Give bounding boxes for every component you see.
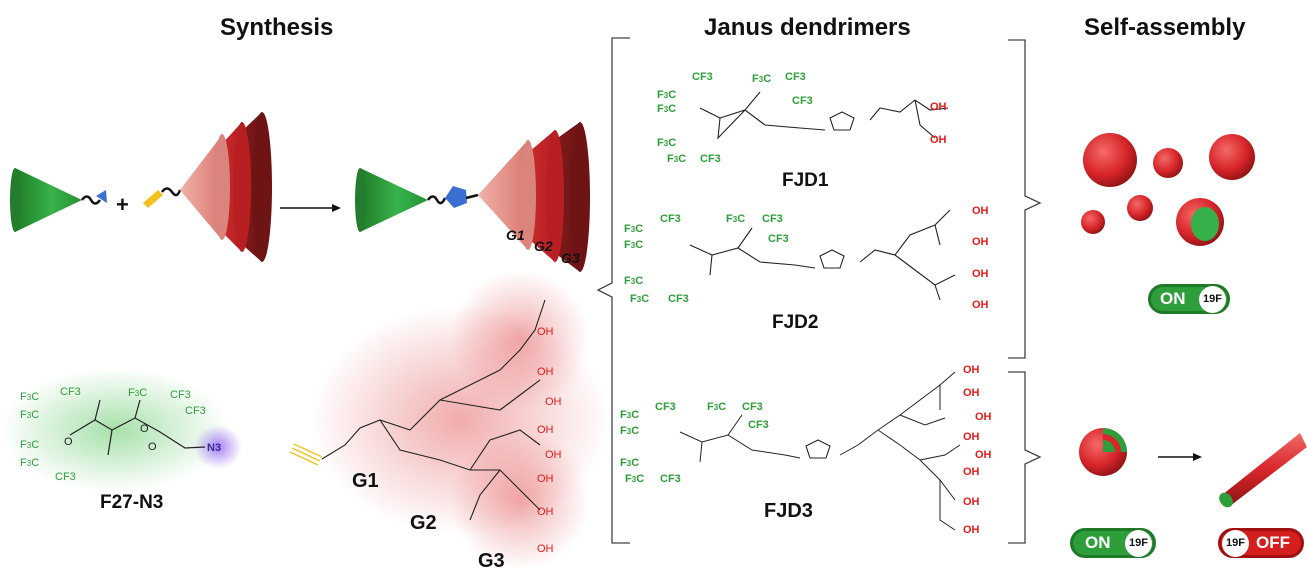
- svg-text:OH: OH: [963, 387, 980, 399]
- svg-text:O: O: [148, 441, 157, 453]
- svg-text:CF3: CF3: [170, 389, 191, 401]
- svg-text:CF3: CF3: [660, 473, 681, 485]
- toggle-on-19f-top: ON 19F: [1148, 284, 1230, 314]
- f27-n3-molecule: F3C CF3 F3C F3C CF3 CF3 F3C F3C CF3 O O …: [0, 368, 242, 492]
- svg-text:F3C: F3C: [20, 409, 39, 421]
- svg-text:OH: OH: [972, 205, 989, 217]
- label-fjd3: FJD3: [764, 500, 813, 522]
- label-fjd2: FJD2: [772, 312, 818, 333]
- vesicle-spheres: [1081, 133, 1255, 246]
- svg-text:F3C: F3C: [20, 439, 39, 451]
- fjd2-structure: F3C CF3 F3C F3C CF3 CF3 F3C F3C CF3 OH O…: [624, 205, 989, 311]
- tube-assembly: [1219, 433, 1307, 508]
- svg-text:CF3: CF3: [762, 213, 783, 225]
- svg-text:OH: OH: [963, 364, 980, 376]
- svg-text:OH: OH: [972, 236, 989, 248]
- svg-text:OH: OH: [537, 424, 554, 436]
- label-f27-n3: F27-N3: [100, 492, 163, 513]
- svg-text:OH: OH: [963, 431, 980, 443]
- svg-text:OH: OH: [537, 366, 554, 378]
- svg-text:CF3: CF3: [792, 95, 813, 107]
- svg-text:OH: OH: [975, 411, 992, 423]
- svg-text:F3C: F3C: [620, 409, 639, 421]
- svg-text:F3C: F3C: [624, 239, 643, 251]
- svg-text:OH: OH: [963, 466, 980, 478]
- cone-label-g3: G3: [561, 250, 580, 266]
- onion-vesicle: [1079, 428, 1127, 476]
- svg-text:OH: OH: [975, 449, 992, 461]
- left-brace: [596, 37, 630, 544]
- svg-text:F3C: F3C: [620, 425, 639, 437]
- svg-text:CF3: CF3: [692, 71, 713, 83]
- janus-cone-reactants: +: [10, 112, 272, 262]
- svg-text:N3: N3: [207, 442, 221, 454]
- svg-text:OH: OH: [537, 326, 554, 338]
- svg-text:CF3: CF3: [60, 386, 81, 398]
- svg-text:OH: OH: [537, 543, 554, 555]
- svg-text:OH: OH: [963, 524, 980, 536]
- svg-text:F3C: F3C: [657, 103, 676, 115]
- janus-cone-product: [355, 122, 590, 272]
- label-g2: G2: [410, 512, 437, 534]
- header-self-assembly: Self-assembly: [1084, 14, 1246, 41]
- svg-text:F3C: F3C: [707, 401, 726, 413]
- cone-label-g2: G2: [534, 238, 553, 254]
- svg-text:F3C: F3C: [657, 89, 676, 101]
- svg-text:OH: OH: [972, 268, 989, 280]
- svg-text:F3C: F3C: [20, 457, 39, 469]
- label-g3: G3: [478, 550, 505, 572]
- svg-text:OH: OH: [545, 449, 562, 461]
- toggle-off-19f: 19F OFF: [1218, 528, 1304, 558]
- svg-text:CF3: CF3: [768, 233, 789, 245]
- svg-text:O: O: [140, 423, 149, 435]
- svg-text:OH: OH: [972, 299, 989, 311]
- svg-text:CF3: CF3: [742, 401, 763, 413]
- svg-text:F3C: F3C: [752, 73, 771, 85]
- svg-text:OH: OH: [930, 101, 947, 113]
- toggle-on-19f-bottom: ON 19F: [1070, 528, 1156, 558]
- svg-text:OH: OH: [930, 134, 947, 146]
- svg-text:F3C: F3C: [667, 153, 686, 165]
- svg-text:CF3: CF3: [668, 293, 689, 305]
- svg-text:F3C: F3C: [620, 457, 639, 469]
- svg-text:OH: OH: [537, 473, 554, 485]
- svg-text:CF3: CF3: [660, 213, 681, 225]
- svg-text:CF3: CF3: [655, 401, 676, 413]
- svg-text:F3C: F3C: [624, 223, 643, 235]
- svg-text:OH: OH: [963, 496, 980, 508]
- fjd3-structure: F3C CF3 F3C F3C CF3 CF3 F3C F3C CF3 OH O…: [620, 364, 992, 536]
- header-janus-dendrimers: Janus dendrimers: [704, 14, 911, 41]
- svg-text:OH: OH: [545, 396, 562, 408]
- svg-text:CF3: CF3: [185, 405, 206, 417]
- svg-text:O: O: [64, 436, 73, 448]
- fjd1-structure: F3C CF3 F3C F3C CF3 CF3 F3C F3C CF3 OH O…: [657, 71, 949, 165]
- nucleus-knob: 19F: [1125, 529, 1152, 557]
- svg-text:+: +: [116, 192, 129, 217]
- dendron-structure: OH OH OH OH OH OH OH OH: [289, 270, 610, 570]
- cone-label-g1: G1: [506, 227, 525, 243]
- svg-text:CF3: CF3: [748, 419, 769, 431]
- right-brace-top: [1008, 39, 1042, 359]
- svg-text:F3C: F3C: [128, 387, 147, 399]
- svg-text:CF3: CF3: [785, 71, 806, 83]
- svg-text:F3C: F3C: [624, 275, 643, 287]
- header-synthesis: Synthesis: [220, 14, 334, 41]
- svg-text:F3C: F3C: [657, 137, 676, 149]
- svg-text:F3C: F3C: [625, 473, 644, 485]
- svg-text:CF3: CF3: [700, 153, 721, 165]
- svg-text:F3C: F3C: [726, 213, 745, 225]
- svg-text:F3C: F3C: [630, 293, 649, 305]
- label-g1: G1: [352, 470, 379, 492]
- svg-text:OH: OH: [537, 506, 554, 518]
- svg-text:CF3: CF3: [55, 471, 76, 483]
- right-brace-bottom: [1008, 371, 1042, 544]
- svg-text:F3C: F3C: [20, 391, 39, 403]
- label-fjd1: FJD1: [782, 170, 829, 191]
- nucleus-knob: 19F: [1222, 529, 1249, 557]
- nucleus-knob: 19F: [1199, 285, 1226, 313]
